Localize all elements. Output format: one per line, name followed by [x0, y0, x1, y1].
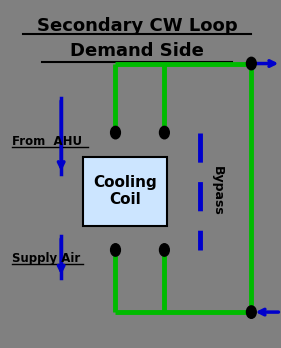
- Text: Bypass: Bypass: [210, 166, 224, 216]
- Circle shape: [111, 126, 120, 139]
- Bar: [83, 157, 167, 226]
- Circle shape: [111, 244, 120, 256]
- Circle shape: [246, 306, 256, 318]
- Text: Cooling
Coil: Cooling Coil: [93, 175, 157, 207]
- Text: From  AHU: From AHU: [12, 135, 82, 148]
- Text: Supply Air: Supply Air: [12, 252, 80, 265]
- Circle shape: [246, 57, 256, 70]
- Circle shape: [160, 244, 169, 256]
- Text: Secondary CW Loop: Secondary CW Loop: [37, 17, 237, 34]
- Circle shape: [160, 126, 169, 139]
- Text: Demand Side: Demand Side: [70, 42, 204, 60]
